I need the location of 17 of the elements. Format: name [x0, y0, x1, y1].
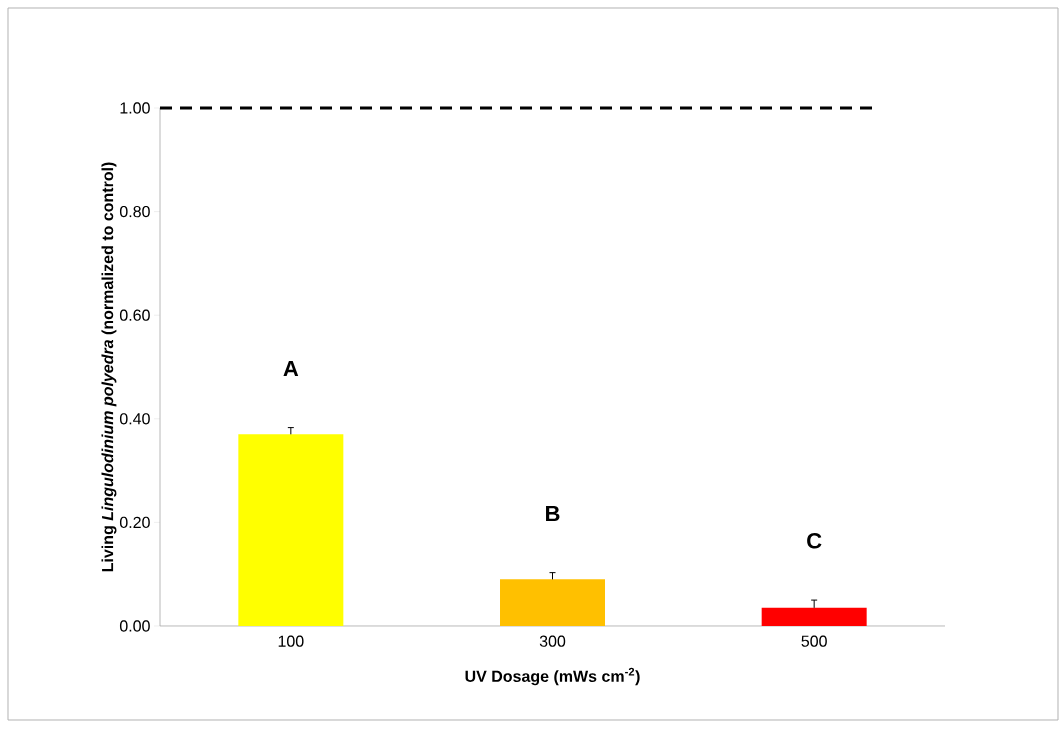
y-tick-label: 0.20	[119, 516, 150, 529]
y-tick-label: 0.40	[119, 413, 150, 425]
y-tick-label: 0.60	[119, 309, 150, 321]
annotation: A	[283, 360, 299, 377]
annotation: C	[807, 532, 822, 549]
y-tick-label: 0.00	[119, 620, 150, 632]
y-axis-title: Living Lingulodinium polyedra (normalized to control)	[101, 162, 117, 572]
y-tick-label: 1.00	[120, 102, 150, 114]
x-tick-label: 300	[539, 635, 566, 647]
bar	[500, 579, 605, 626]
y-tick-label: 0.80	[119, 205, 150, 218]
annotation: B	[546, 505, 560, 522]
x-tick-label: 100	[278, 635, 304, 647]
x-tick-label: 500	[801, 635, 827, 647]
bar	[761, 607, 867, 626]
bar	[238, 434, 344, 626]
x-axis-title: UV Dosage (mWs cm$^{-2}$)	[465, 667, 640, 686]
